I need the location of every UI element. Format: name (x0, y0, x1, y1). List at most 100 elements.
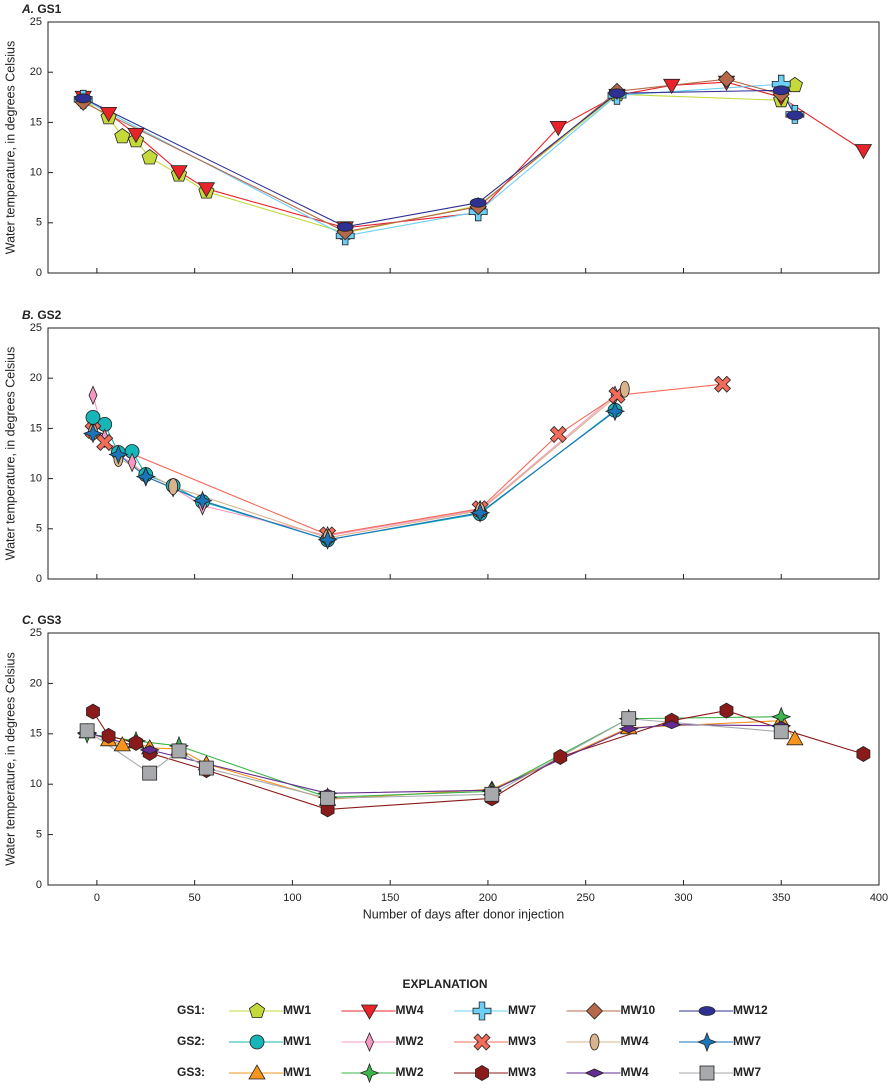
marker (88, 385, 98, 406)
panel-title-text: GS3 (37, 613, 61, 627)
y-tick-label: 20 (30, 372, 42, 384)
marker (82, 423, 104, 444)
x-tick-label: 350 (772, 892, 790, 904)
legend-marker (248, 1002, 266, 1018)
y-tick-label: 20 (30, 66, 42, 78)
marker (661, 720, 682, 730)
legend-label: MW2 (396, 1034, 424, 1048)
marker (127, 127, 145, 144)
y-tick-label: 25 (30, 322, 42, 334)
y-tick-label: 15 (30, 116, 42, 128)
legend-marker (249, 1034, 265, 1050)
panel-label: A. (21, 2, 34, 16)
marker (549, 425, 567, 443)
x-tick-label: 300 (674, 892, 692, 904)
marker (96, 433, 114, 451)
marker (553, 749, 568, 765)
y-tick-label: 5 (36, 523, 42, 535)
marker (197, 182, 216, 198)
marker (101, 727, 116, 744)
legend-label: MW12 (733, 1003, 768, 1017)
panel-title: A. GS1 (21, 2, 62, 16)
series-line (92, 394, 616, 537)
legend-marker (696, 1031, 718, 1053)
x-tick-label: 0 (94, 892, 100, 904)
y-tick-label: 10 (30, 473, 42, 485)
y-tick-label: 5 (36, 217, 42, 229)
y-axis-label: Water temperature, in degrees Celsius (3, 347, 17, 561)
series-line (92, 383, 723, 536)
legend-label: MW10 (621, 1003, 656, 1017)
legend-marker (248, 1064, 266, 1080)
marker (773, 724, 789, 740)
y-tick-label: 5 (36, 829, 42, 841)
panel-label: C. (22, 613, 34, 627)
marker (139, 745, 160, 755)
marker (113, 736, 131, 752)
legend-title: EXPLANATION (402, 977, 487, 991)
y-tick-label: 15 (30, 422, 42, 434)
marker (114, 128, 131, 144)
marker (786, 729, 804, 746)
y-tick-label: 15 (30, 728, 42, 740)
marker (469, 197, 487, 208)
series-line (87, 716, 782, 798)
y-tick-label: 25 (30, 16, 42, 28)
series-line (82, 84, 796, 234)
marker (618, 724, 639, 734)
y-tick-label: 0 (36, 879, 42, 891)
legend-label: MW2 (396, 1065, 424, 1079)
marker (619, 380, 630, 398)
legend-marker (473, 1033, 491, 1051)
legend-label: MW7 (733, 1065, 761, 1079)
x-tick-label: 150 (381, 892, 399, 904)
series-line (92, 410, 616, 541)
marker (719, 702, 734, 719)
series-line (86, 718, 782, 799)
marker (786, 110, 804, 121)
y-axis-label: Water temperature, in degrees Celsius (3, 652, 17, 866)
x-tick-label: 250 (577, 892, 595, 904)
marker (854, 144, 873, 160)
y-tick-label: 0 (36, 573, 42, 585)
marker (717, 70, 736, 88)
x-tick-label: 50 (189, 892, 201, 904)
legend-marker (360, 1004, 379, 1020)
legend-row-label: GS3: (177, 1065, 205, 1079)
marker (86, 703, 100, 720)
marker (549, 121, 567, 137)
x-axis-label: Number of days after donor injection (363, 907, 565, 921)
legend-label: MW1 (283, 1034, 311, 1048)
legend-label: MW1 (283, 1065, 311, 1079)
legend-marker (699, 1065, 715, 1081)
y-tick-label: 25 (30, 627, 42, 639)
legend-marker (584, 1068, 605, 1078)
plot-frame (47, 21, 880, 274)
marker (198, 760, 214, 776)
marker (141, 149, 158, 165)
legend-label: MW3 (508, 1065, 536, 1079)
marker (129, 734, 143, 751)
legend-marker (475, 1065, 489, 1081)
marker (108, 444, 129, 465)
marker (336, 221, 354, 232)
x-tick-label: 200 (479, 892, 497, 904)
panel-title-text: GS2 (37, 308, 61, 322)
marker (99, 107, 118, 123)
marker (772, 85, 790, 96)
y-axis-label: Water temperature, in degrees Celsius (3, 41, 17, 255)
marker (608, 88, 626, 99)
y-tick-label: 0 (36, 267, 42, 279)
panel-title: C. GS3 (22, 613, 62, 627)
legend-row-label: GS2: (177, 1034, 205, 1048)
x-tick-label: 400 (870, 892, 888, 904)
marker (170, 165, 188, 181)
marker (714, 375, 732, 393)
legend-label: MW4 (621, 1065, 649, 1079)
legend-marker (698, 1006, 716, 1016)
marker (79, 723, 95, 739)
marker (127, 452, 137, 473)
legend-label: MW1 (283, 1003, 311, 1017)
panel-label: B. (22, 308, 34, 322)
